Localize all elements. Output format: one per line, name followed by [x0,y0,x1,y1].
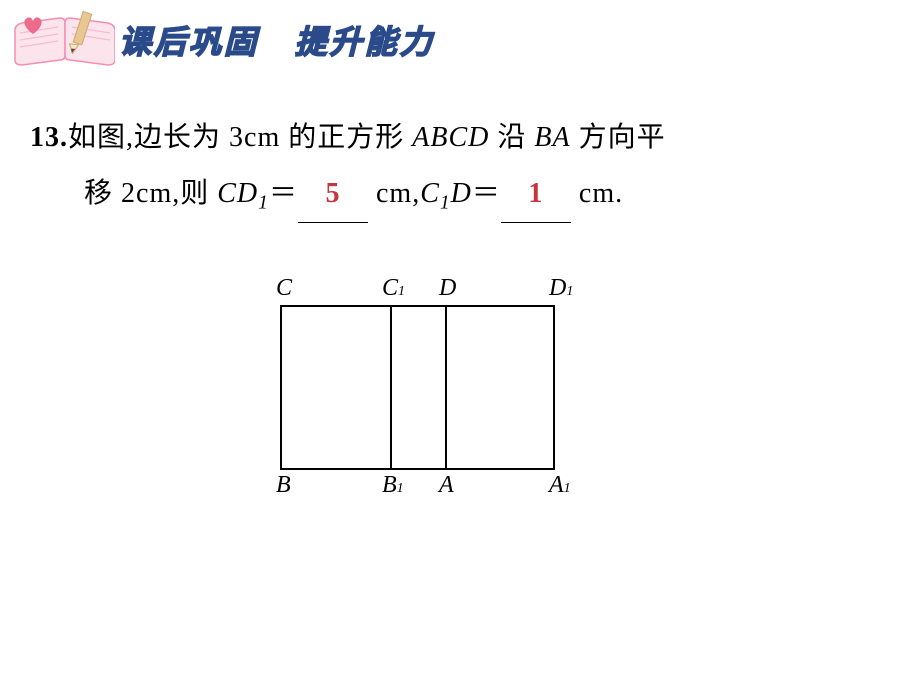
direction-ba: BA [534,122,570,153]
book-pencil-icon [10,10,115,70]
header-banner: 课后巩固 提升能力 [10,10,435,70]
banner-title: 课后巩固 提升能力 [119,17,435,63]
outer-rectangle [280,305,555,470]
blank-1: 5 [298,166,368,223]
blank-2: 1 [501,166,571,223]
problem-number: 13. [30,122,68,153]
text-1: 如图,边长为 [68,122,229,153]
label-a1: A1 [549,472,571,499]
text-4: 方向平 [571,122,666,153]
text-6: ,则 [172,178,217,209]
square-abcd: ABCD [412,122,489,153]
equals-1: ＝ [269,178,298,209]
var-d: D [451,178,472,209]
problem-line-2: 移 2cm,则 CD1＝5 cm,C1D＝1 cm. [30,166,860,223]
banner-text-1: 课后巩固 [119,24,259,60]
comma: , [412,178,420,209]
label-b: B [276,472,291,499]
label-d1: D1 [549,275,573,302]
var-c1: C [420,178,440,209]
diagram: C C1 D D1 B B1 A A1 [260,270,610,490]
label-a: A [439,472,454,499]
unit-2: cm [579,178,615,209]
value-3cm: 3cm [229,122,280,153]
answer-2: 1 [528,178,543,209]
equals-2: ＝ [472,178,501,209]
text-2: 的正方形 [280,122,412,153]
label-d: D [439,275,456,302]
text-5: 移 [84,178,121,209]
value-2cm: 2cm [121,178,172,209]
problem-container: 13.如图,边长为 3cm 的正方形 ABCD 沿 BA 方向平 移 2cm,则… [30,110,860,223]
problem-line-1: 13.如图,边长为 3cm 的正方形 ABCD 沿 BA 方向平 [30,110,860,166]
banner-text-2: 提升能力 [295,24,435,60]
answer-1: 5 [325,178,340,209]
unit-1: cm [376,178,412,209]
sub-1b: 1 [440,193,451,214]
var-cd1: CD [217,178,258,209]
label-c: C [276,275,292,302]
label-b1: B1 [382,472,404,499]
sub-1a: 1 [258,193,269,214]
line-ad [445,305,447,470]
line-b1c1 [390,305,392,470]
period: . [615,178,623,209]
label-c1: C1 [382,275,405,302]
text-3: 沿 [489,122,534,153]
